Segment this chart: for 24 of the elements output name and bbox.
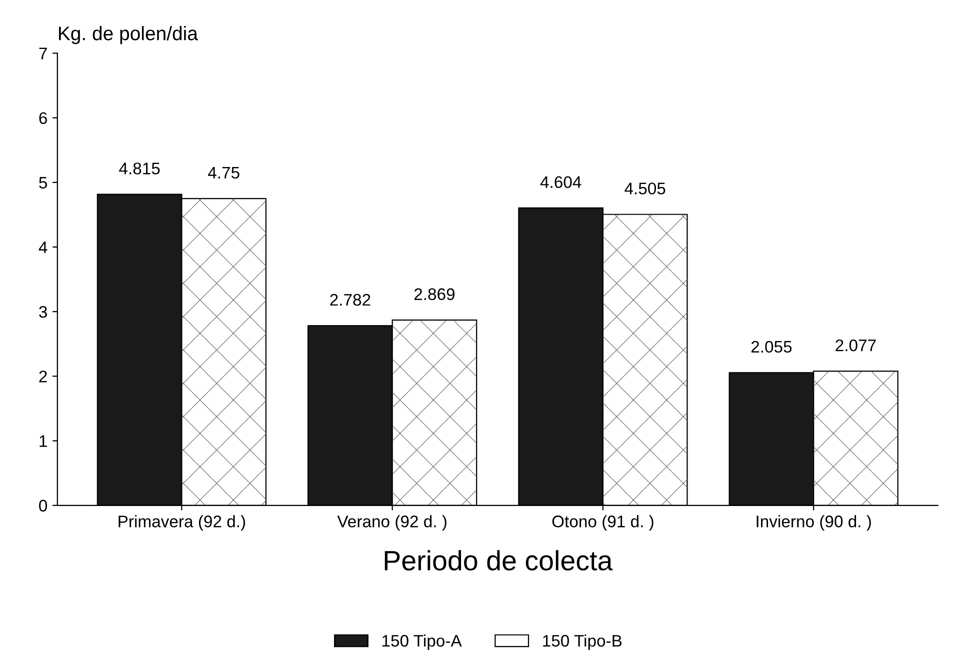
data-label: 2.055 — [751, 340, 792, 353]
data-label: 4.604 — [540, 176, 582, 188]
data-label: 4.75 — [208, 166, 240, 179]
x-axis-title: Periodo de colecta — [384, 550, 613, 571]
x-tick-label: Primavera (92 d.) — [118, 515, 246, 531]
data-label: 4.815 — [119, 162, 160, 174]
data-label: 2.077 — [836, 339, 876, 352]
data-label: 2.869 — [414, 288, 455, 300]
y-tick-label: 1 — [40, 435, 47, 447]
x-tick-label: Invierno (90 d. ) — [756, 515, 871, 531]
y-tick-label: 0 — [39, 500, 48, 512]
x-tick-label: Otono (91 d. ) — [552, 515, 654, 531]
y-tick-label: 5 — [39, 176, 47, 189]
data-label: 2.782 — [330, 294, 370, 306]
legend-label: 150 Tipo-A — [382, 634, 462, 650]
y-tick-label: 7 — [39, 48, 47, 60]
y-tick-label: 4 — [38, 242, 48, 254]
y-tick-label: 3 — [39, 306, 47, 318]
y-tick-label: 6 — [39, 112, 47, 124]
data-label: 4.505 — [624, 182, 666, 194]
x-tick-label: Verano (92 d. ) — [337, 515, 446, 531]
y-axis-title: Kg. de polen/dia — [59, 26, 198, 44]
legend-label: 150 Tipo-B — [543, 634, 622, 650]
y-tick-label: 2 — [39, 370, 47, 382]
